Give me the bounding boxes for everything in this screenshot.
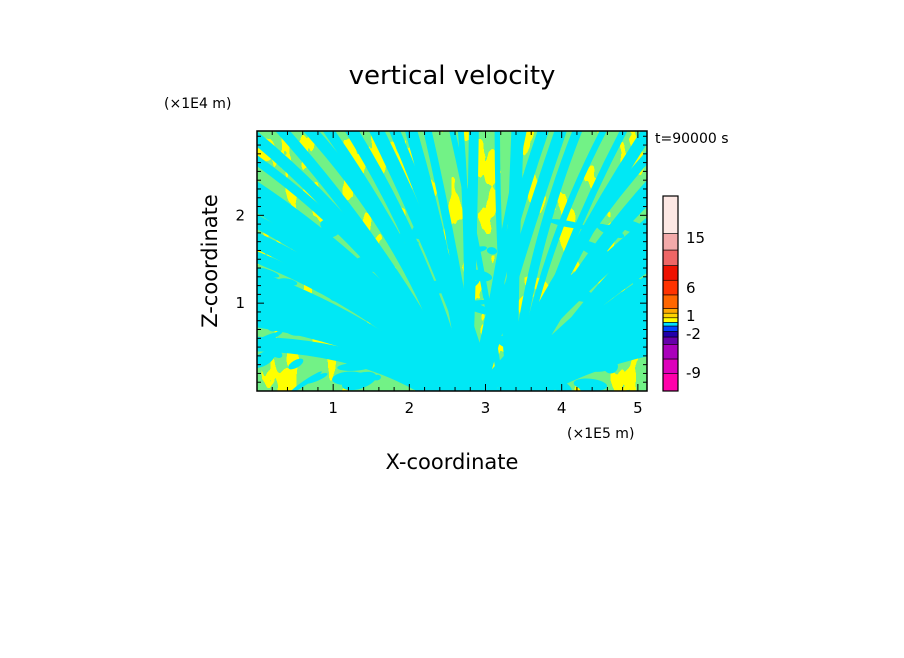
y-axis-ticks: 12 — [235, 135, 647, 383]
colorbar-swatch — [662, 336, 679, 345]
x-tick-label: 4 — [557, 399, 567, 417]
plot-area — [257, 131, 647, 391]
colorbar-label: 6 — [686, 279, 696, 297]
colorbar: -9 -21 6 15 — [662, 195, 705, 392]
x-unit-label: (×1E5 m) — [567, 426, 634, 442]
y-axis-title: Z-coordinate — [198, 194, 222, 328]
y-unit-label: (×1E4 m) — [164, 96, 231, 112]
colorbar-label: -2 — [686, 325, 701, 343]
fine-scale-texture — [257, 131, 647, 391]
colorbar-swatch — [662, 331, 679, 338]
colorbar-label: 15 — [686, 229, 705, 247]
colorbar-swatch — [662, 322, 679, 327]
colorbar-label: -9 — [686, 364, 701, 382]
plot-frame — [256, 130, 648, 392]
colorbar-frame — [662, 195, 679, 392]
colorbar-swatch — [662, 308, 679, 314]
colorbar-swatch — [662, 294, 679, 309]
colorbar-swatch — [662, 317, 679, 323]
colorbar-label: 1 — [686, 307, 696, 325]
colorbar-swatch — [662, 195, 679, 234]
x-axis-title: X-coordinate — [386, 450, 519, 474]
x-tick-label: 3 — [481, 399, 491, 417]
colorbar-swatch — [662, 312, 679, 319]
colorbar-swatch — [662, 373, 679, 392]
time-label: t=90000 s — [655, 131, 729, 147]
colorbar-swatch — [662, 265, 679, 281]
y-tick-label: 1 — [235, 294, 245, 312]
colorbar-swatch — [662, 344, 679, 360]
x-tick-label: 2 — [405, 399, 415, 417]
colorbar-swatch — [662, 279, 679, 296]
colorbar-swatch — [662, 249, 679, 266]
y-tick-label: 2 — [235, 206, 245, 224]
x-tick-label: 5 — [633, 399, 643, 417]
x-axis-ticks: 1 2 3 4 5 — [271, 131, 643, 417]
colorbar-swatch — [662, 325, 679, 332]
colorbar-swatch — [662, 358, 679, 374]
x-tick-label: 1 — [328, 399, 338, 417]
colorbar-swatch — [662, 233, 679, 251]
chart-title: vertical velocity — [349, 61, 556, 91]
